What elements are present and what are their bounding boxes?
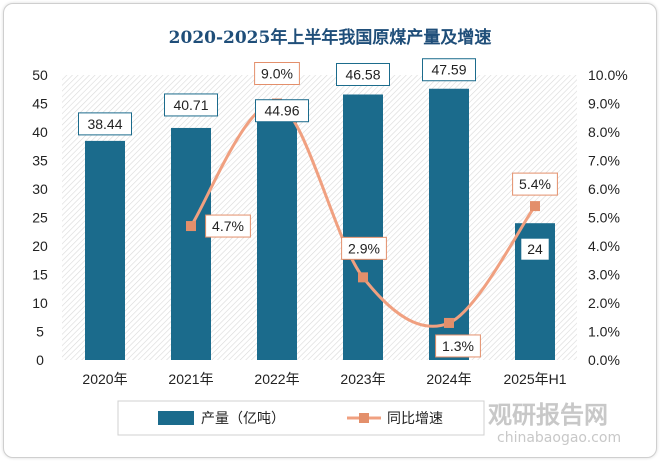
y-left-tick-label: 45 — [32, 96, 48, 112]
y-left-tick-label: 5 — [36, 324, 44, 340]
y-right-tick-label: 0.0% — [588, 352, 620, 368]
legend-box — [117, 400, 485, 436]
y-right-tick-label: 2.0% — [588, 295, 620, 311]
y-left-tick-label: 35 — [32, 153, 48, 169]
line-marker — [358, 272, 368, 283]
x-tick-label: 2020年 — [82, 371, 127, 387]
bar-data-label: 24 — [527, 241, 543, 257]
x-tick-label: 2023年 — [340, 371, 385, 387]
line-data-label: 2.9% — [348, 240, 380, 256]
legend: 产量（亿吨） 同比增速 — [117, 400, 485, 436]
y-right-tick-label: 9.0% — [588, 96, 620, 112]
bar-data-label: 38.44 — [87, 116, 122, 132]
bar-data-label-box — [520, 237, 550, 261]
bar — [343, 94, 383, 360]
line-data-label-box — [205, 214, 251, 238]
y-right-tick-label: 4.0% — [588, 238, 620, 254]
line-data-label: 4.7% — [212, 218, 244, 234]
line-data-label-box — [512, 172, 558, 196]
bar — [257, 103, 297, 360]
y-left-tick-label: 20 — [32, 238, 48, 254]
line-marker — [186, 221, 196, 232]
line-data-label-box — [435, 334, 481, 358]
plot-area — [62, 75, 577, 360]
y-right-tick-label: 8.0% — [588, 124, 620, 140]
y-left-tick-label: 50 — [32, 67, 48, 83]
line-data-label: 5.4% — [519, 176, 551, 192]
line-data-label-box — [341, 236, 387, 260]
y-left-tick-label: 40 — [32, 124, 48, 140]
line-data-label: 1.3% — [442, 338, 474, 354]
y-axis-left: 0 5 10 15 20 25 30 35 40 45 50 — [32, 67, 48, 368]
y-left-tick-label: 10 — [32, 295, 48, 311]
bar-data-label-box — [164, 93, 218, 117]
x-tick-label: 2025年H1 — [503, 371, 566, 387]
data-labels: 38.44 40.71 44.96 46.58 47.59 24 4.7% 9.0% 2.9% 1… — [78, 58, 558, 358]
legend-line-marker — [359, 413, 369, 423]
x-axis: 2020年 2021年 2022年 2023年 2024年 2025年H1 — [82, 371, 566, 387]
x-tick-label: 2021年 — [168, 371, 213, 387]
y-right-tick-label: 3.0% — [588, 267, 620, 283]
bar — [171, 127, 211, 360]
legend-bar-swatch — [158, 411, 194, 425]
watermark: 观研报告网 chinabaogao.com — [488, 401, 621, 446]
y-right-tick-label: 5.0% — [588, 210, 620, 226]
line-marker — [444, 317, 454, 328]
bar-series — [85, 88, 555, 360]
legend-line-label: 同比增速 — [387, 410, 443, 426]
y-right-tick-label: 1.0% — [588, 324, 620, 340]
y-left-tick-label: 30 — [32, 181, 48, 197]
x-tick-label: 2024年 — [426, 371, 471, 387]
x-tick-label: 2022年 — [254, 371, 299, 387]
bar-data-label-box — [255, 99, 309, 123]
y-right-tick-label: 6.0% — [588, 181, 620, 197]
line-data-label-box — [254, 62, 300, 85]
bar-data-label: 47.59 — [431, 62, 466, 78]
y-left-tick-label: 0 — [36, 352, 44, 368]
y-left-tick-label: 25 — [32, 210, 48, 226]
bar-data-label: 44.96 — [264, 103, 299, 119]
growth-line — [189, 101, 537, 328]
y-axis-right: 0.0% 1.0% 2.0% 3.0% 4.0% 5.0% 6.0% 7.0% 8.0% 9.0%… — [588, 67, 628, 368]
chart-title: 2020-2025年上半年我国原煤产量及增速 — [169, 27, 492, 48]
bar-data-label: 40.71 — [173, 97, 208, 113]
bar-data-label-box — [422, 58, 476, 82]
bar — [85, 140, 125, 360]
y-right-tick-label: 10.0% — [588, 67, 628, 83]
watermark-brand: 观研报告网 — [488, 401, 608, 429]
line-data-label: 9.0% — [261, 66, 293, 82]
watermark-url: chinabaogao.com — [497, 430, 621, 446]
bar-data-label: 46.58 — [345, 66, 380, 82]
y-left-tick-label: 15 — [32, 267, 48, 283]
bar-data-label-box — [78, 112, 132, 136]
bar-data-label-box — [336, 62, 390, 86]
line-marker — [530, 201, 540, 212]
y-right-tick-label: 7.0% — [588, 153, 620, 169]
legend-bar-label: 产量（亿吨） — [201, 410, 285, 426]
